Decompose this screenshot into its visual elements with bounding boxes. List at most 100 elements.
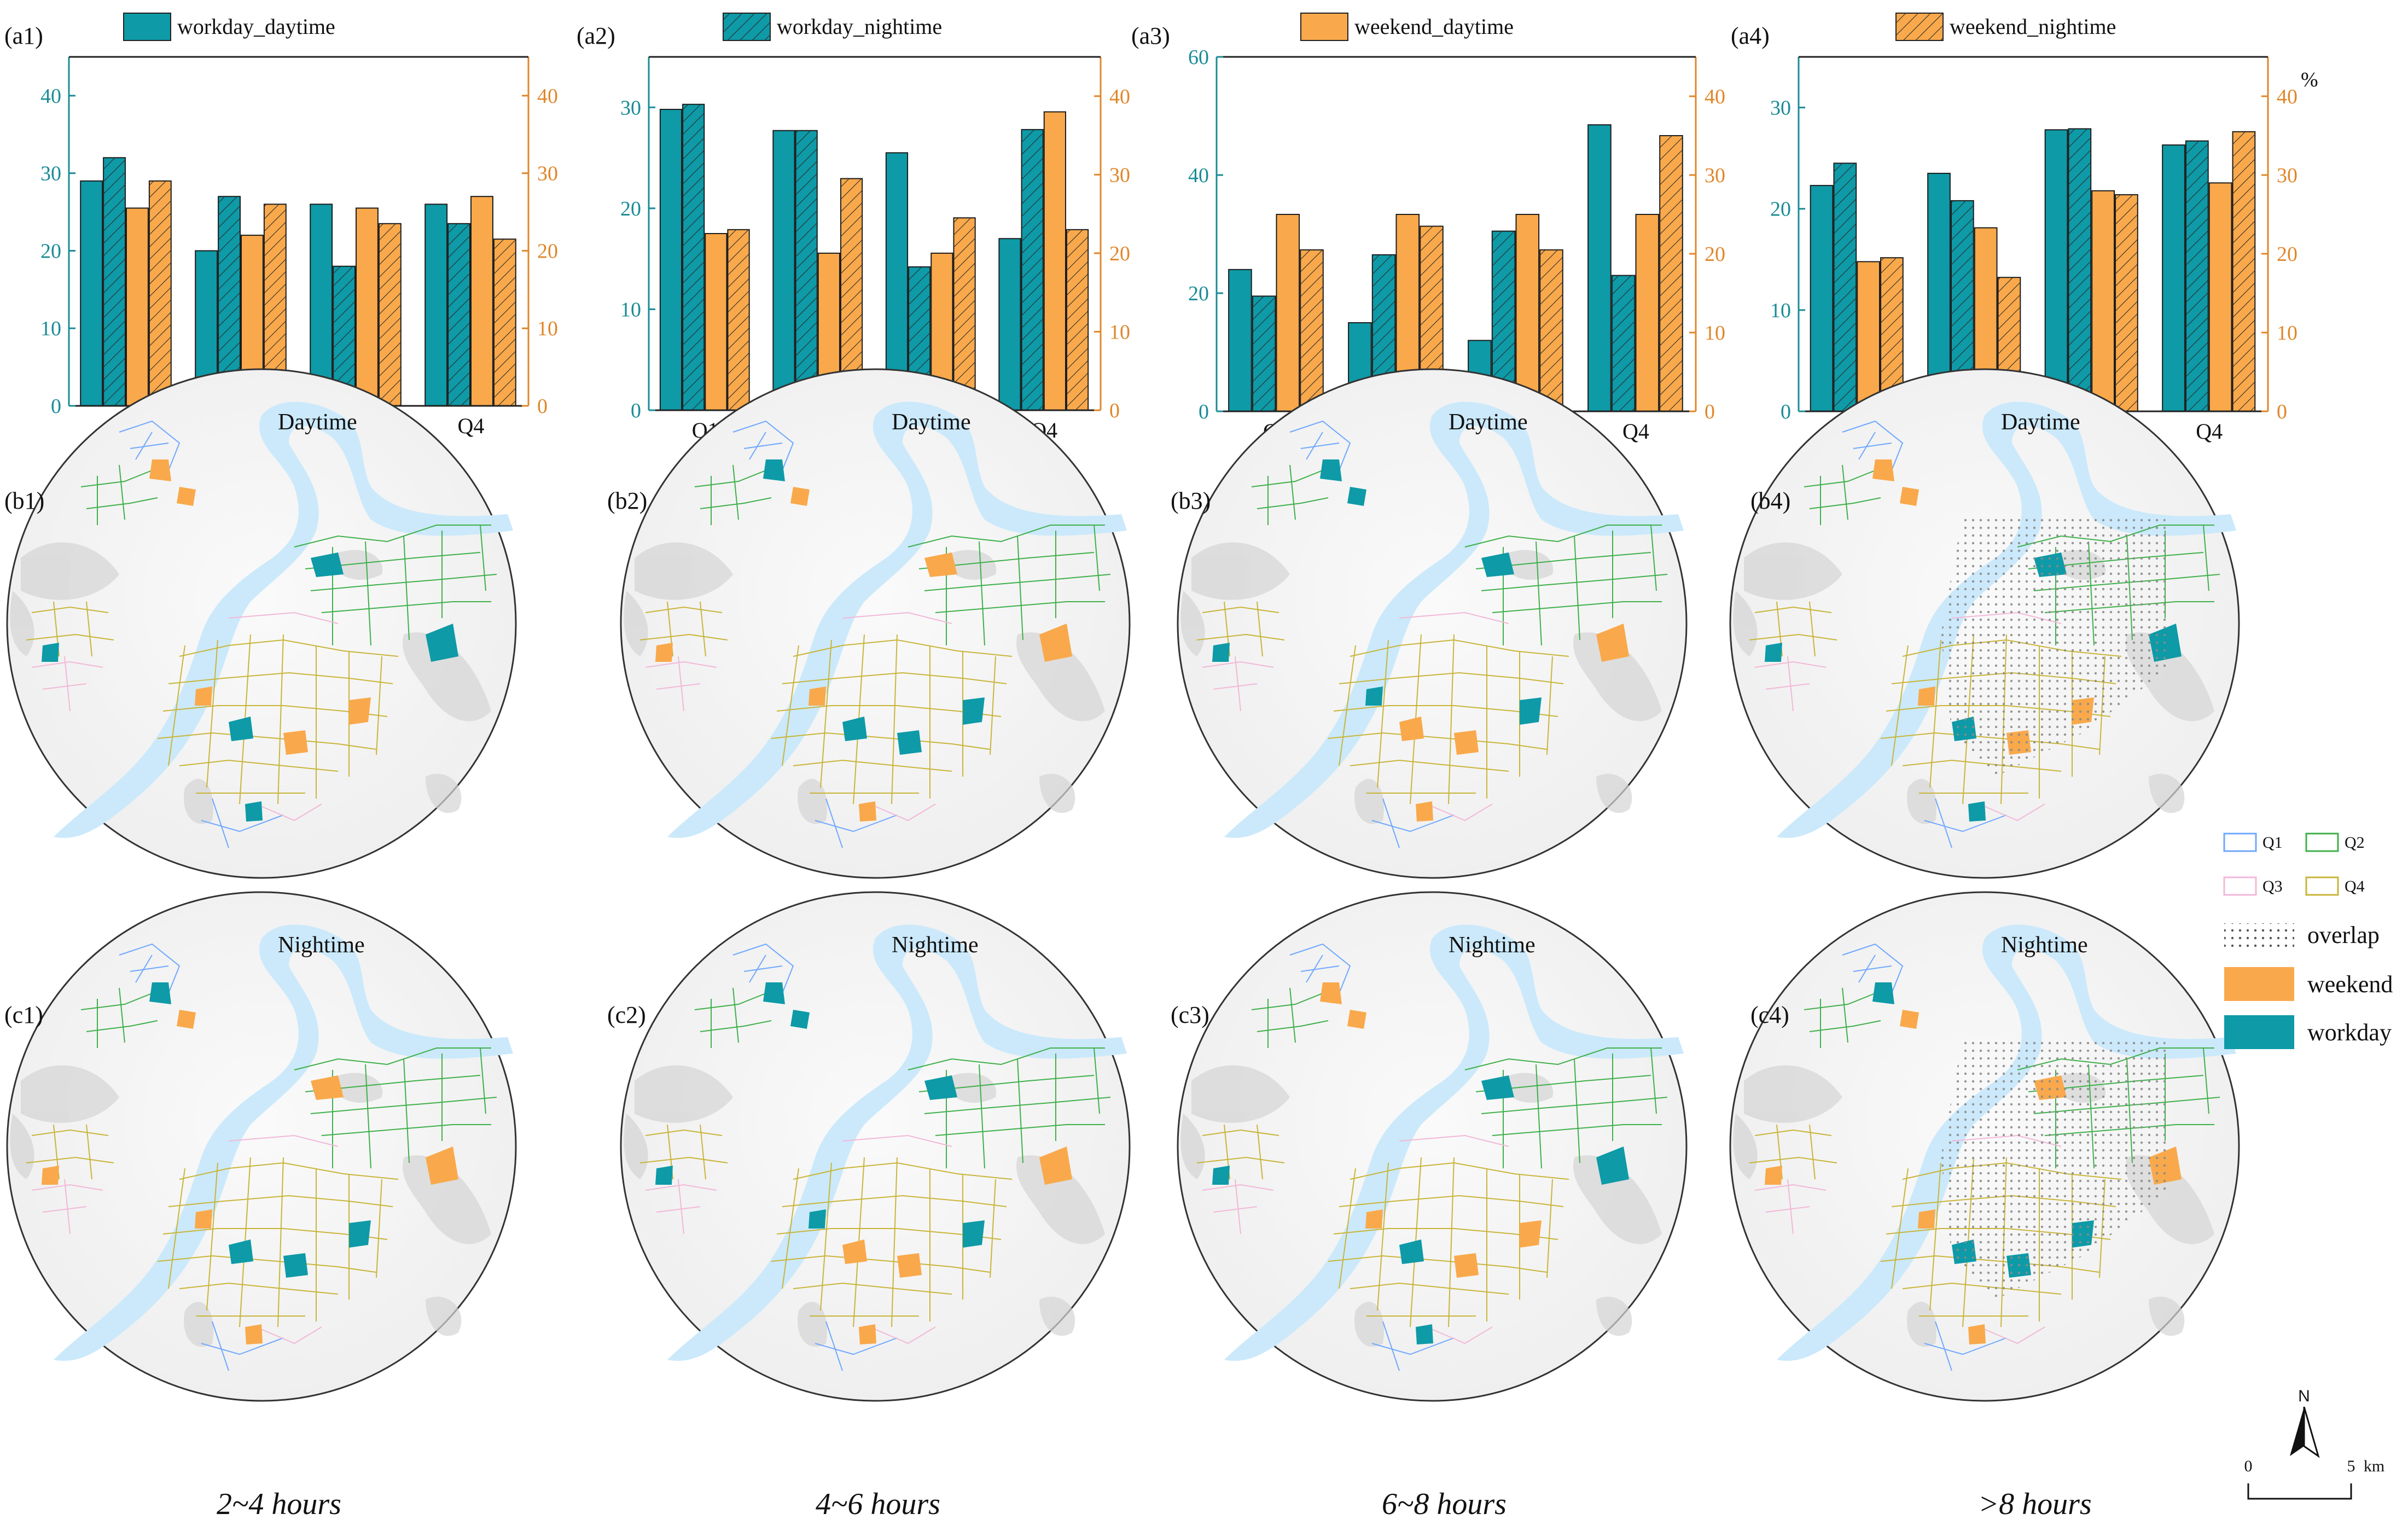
panel-label-a3: (a3) <box>1131 22 1170 49</box>
map-block <box>1416 801 1433 822</box>
legend-weekend-swatch <box>2224 967 2294 1001</box>
map-block <box>763 459 785 481</box>
map-block <box>1212 643 1230 662</box>
map-block <box>963 697 985 725</box>
bar-workday_daytime-Q4 <box>2162 145 2185 411</box>
map-panel: Daytime <box>1730 369 2239 878</box>
map-body <box>1178 892 1686 1401</box>
legend-swatch-a1 <box>124 13 171 40</box>
bar-hatch-workday_nightime-Q3 <box>2068 129 2091 411</box>
map-block <box>1212 1166 1230 1185</box>
map-block <box>1918 1209 1935 1229</box>
map-block <box>283 730 308 755</box>
map-block <box>149 459 171 481</box>
map-block <box>1765 643 1782 662</box>
right-tick-label: 40 <box>2277 85 2298 108</box>
map-panel-label: (c1) <box>4 1002 43 1028</box>
left-tick-label: 10 <box>1770 299 1791 322</box>
left-tick-label: 0 <box>631 399 641 422</box>
map-block <box>859 801 876 822</box>
right-tick-label: 30 <box>1109 164 1130 187</box>
bar-weekend_daytime-Q1 <box>705 234 726 410</box>
left-tick-label: 60 <box>1188 46 1209 69</box>
bar-workday_daytime-Q4 <box>425 204 447 406</box>
legend-workday-swatch <box>2224 1015 2294 1049</box>
map-block <box>655 1166 673 1185</box>
left-tick-label: 30 <box>1770 97 1791 120</box>
map-block <box>1454 1253 1479 1278</box>
bar-workday_daytime-Q1 <box>1811 185 1833 411</box>
legend-workday-label: workday <box>2307 1019 2392 1046</box>
map-panel: Nightime <box>621 892 1130 1401</box>
north-arrow-label: N <box>2298 1387 2310 1405</box>
map-title: Nightime <box>1449 933 1535 958</box>
map-panel: Daytime <box>7 369 516 878</box>
map-block <box>1320 982 1342 1004</box>
map-block <box>1416 1324 1433 1344</box>
bar-hatch-workday_nightime-Q2 <box>796 131 817 410</box>
right-tick-label: 0 <box>1109 399 1120 422</box>
bar-hatch-weekend_nightime-Q1 <box>728 230 749 410</box>
bar-workday_daytime-Q1 <box>660 109 682 410</box>
bar-hatch-weekend_nightime-Q4 <box>494 239 516 406</box>
right-tick-label: 30 <box>1705 164 1725 187</box>
legend-hatch-a2 <box>723 13 770 40</box>
panel-label-a4: (a4) <box>1731 22 1770 49</box>
scale-bar-unit: km <box>2364 1457 2384 1475</box>
map-block <box>809 1209 826 1229</box>
map-grid: Daytime(b1) <box>4 369 2239 1401</box>
map-panel-label: (c2) <box>607 1002 646 1028</box>
map-block <box>177 1010 196 1029</box>
legend-q4-swatch <box>2306 877 2338 895</box>
left-tick-label: 20 <box>1188 282 1209 305</box>
map-block <box>809 686 826 706</box>
map-block <box>349 697 371 725</box>
bar-hatch-weekend_nightime-Q4 <box>1067 230 1088 410</box>
map-block <box>1872 982 1894 1004</box>
map-panel: Nightime <box>7 892 516 1401</box>
left-tick-label: 30 <box>40 162 61 185</box>
map-block <box>195 1209 212 1229</box>
bar-hatch-workday_nightime-Q4 <box>2186 141 2208 411</box>
right-tick-label: 10 <box>537 317 558 340</box>
scale-bar-start: 0 <box>2244 1457 2253 1475</box>
chart-legend-a1: workday_daytime <box>124 13 335 40</box>
bar-hatch-workday_nightime-Q1 <box>103 158 125 406</box>
map-title: Nightime <box>2001 933 2088 958</box>
map-block <box>1968 1324 1986 1344</box>
map-block <box>1900 487 1919 506</box>
map-block <box>1365 1209 1383 1229</box>
x-tick-label: Q4 <box>1622 419 1649 444</box>
left-tick-label: 20 <box>40 240 61 263</box>
map-block <box>177 487 196 506</box>
right-tick-label: 10 <box>1109 321 1130 344</box>
legend-label-a2: workday_nightime <box>777 14 942 39</box>
left-tick-label: 0 <box>1199 400 1209 423</box>
legend-q3-swatch <box>2224 877 2256 895</box>
map-block <box>1968 801 1986 822</box>
legend-weekend-label: weekend <box>2307 971 2393 998</box>
right-tick-label: 30 <box>2277 164 2298 187</box>
map-panel-label: (b1) <box>4 487 44 514</box>
panel-label-a1: (a1) <box>4 22 43 49</box>
north-arrow-left-icon <box>2290 1407 2304 1456</box>
legend-q2-swatch <box>2306 834 2338 851</box>
map-block <box>1320 459 1342 481</box>
bar-hatch-weekend_nightime-Q1 <box>1300 250 1323 411</box>
left-tick-label: 40 <box>40 85 61 108</box>
legend-q1-swatch <box>2224 834 2256 851</box>
bar-weekend_daytime-Q3 <box>356 208 378 406</box>
left-tick-label: 20 <box>1770 198 1791 221</box>
map-panel-label: (b2) <box>607 487 647 514</box>
left-tick-label: 30 <box>620 96 641 119</box>
left-tick-label: 20 <box>620 197 641 220</box>
bar-hatch-weekend_nightime-Q4 <box>1660 136 1683 411</box>
map-title: Daytime <box>1449 410 1528 435</box>
map-body <box>621 892 1130 1401</box>
map-title: Daytime <box>2001 410 2080 435</box>
scale-bar-end: 5 <box>2347 1457 2355 1475</box>
bar-hatch-weekend_nightime-Q3 <box>2115 195 2138 411</box>
map-block <box>963 1220 985 1248</box>
column-labels: 2~4 hours 4~6 hours 6~8 hours >8 hours <box>217 1487 2092 1521</box>
right-tick-label: 0 <box>537 395 548 418</box>
